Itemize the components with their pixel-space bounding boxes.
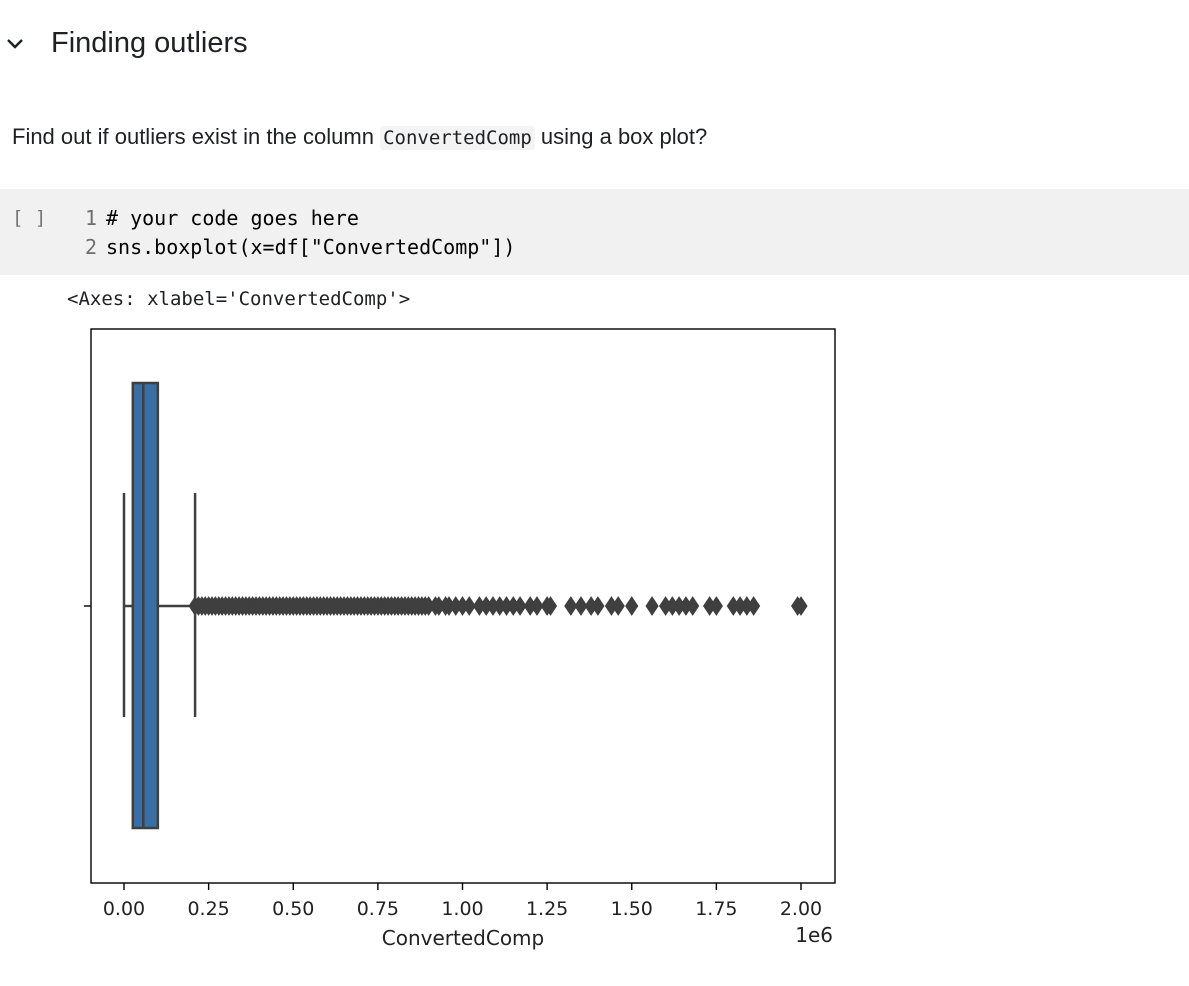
outlier-point (611, 596, 625, 616)
markdown-text: Find out if outliers exist in the column… (12, 122, 707, 153)
section-title: Finding outliers (51, 27, 248, 59)
iqr-box (131, 381, 160, 830)
x-tick-label: 0.50 (272, 898, 314, 920)
x-tick-label: 1.75 (695, 898, 737, 920)
outlier-point (625, 596, 639, 616)
markdown-text-before: Find out if outliers exist in the column (12, 124, 381, 149)
x-tick-label: 0.75 (357, 898, 399, 920)
line-number: 1 (84, 206, 97, 230)
x-tick-label: 2.00 (780, 898, 822, 920)
code-editor[interactable]: 1 # your code goes here 2 sns.boxplot(x=df… (80, 204, 515, 262)
outlier-point (794, 596, 808, 616)
outlier-point (686, 596, 700, 616)
outlier-point (591, 596, 605, 616)
line-number: 2 (84, 235, 97, 259)
x-tick-label: 0.25 (187, 898, 229, 920)
outlier-point (543, 596, 558, 616)
run-cell-button[interactable]: [ ] (12, 207, 47, 229)
x-tick-label: 1.50 (611, 898, 653, 920)
outlier-point (645, 596, 659, 616)
outlier-point (747, 596, 761, 616)
code-text: sns.boxplot(x=df["ConvertedComp"]) (106, 235, 516, 259)
outlier-point (709, 596, 723, 616)
section-header: Finding outliers (0, 20, 600, 66)
x-axis-label: ConvertedComp (382, 926, 544, 950)
inline-code: ConvertedComp (380, 126, 535, 150)
axis-offset-label: 1e6 (795, 923, 833, 947)
x-tick-label: 1.00 (441, 898, 483, 920)
chevron-down-icon[interactable] (4, 33, 26, 55)
code-cell[interactable]: [ ] 1 # your code goes here 2 sns.boxplot(… (0, 189, 1189, 275)
x-tick-label: 1.25 (526, 898, 568, 920)
cell-output-text: <Axes: xlabel='ConvertedComp'> (67, 288, 411, 310)
markdown-text-after: using a box plot? (534, 124, 708, 149)
code-line: 2 sns.boxplot(x=df["ConvertedComp"]) (80, 233, 515, 262)
code-text: # your code goes here (106, 206, 359, 230)
x-tick-label: 0.00 (103, 898, 145, 920)
code-line: 1 # your code goes here (80, 204, 515, 233)
